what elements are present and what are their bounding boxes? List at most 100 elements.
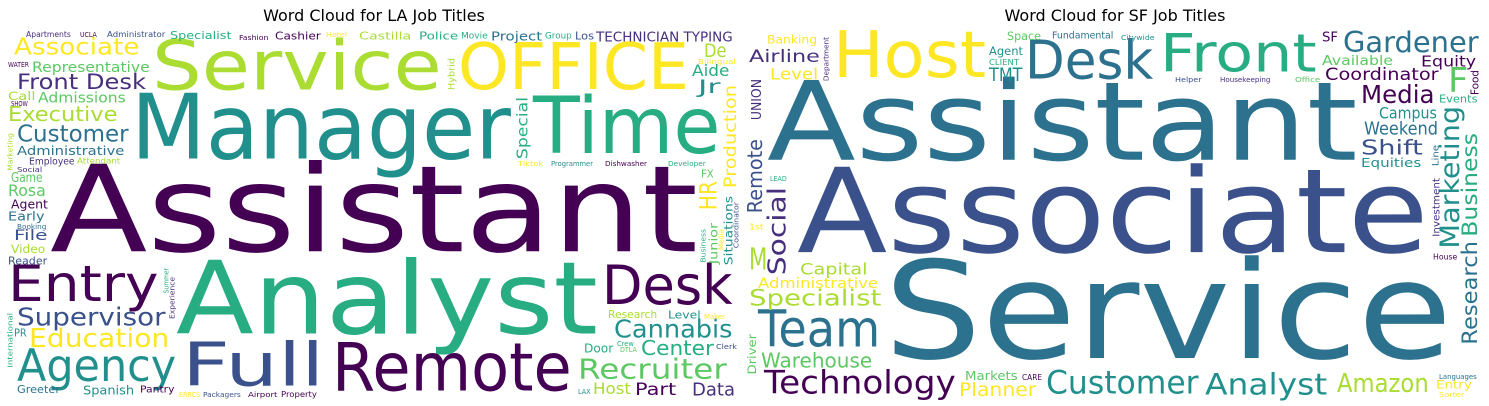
cloud-word: Research — [1458, 241, 1483, 345]
cloud-word: Administrative — [758, 276, 878, 292]
cloud-word: Investment — [1431, 178, 1442, 237]
cloud-word: Customer — [17, 120, 129, 147]
cloud-word: Clerk — [716, 343, 738, 351]
cloud-word: Team — [757, 301, 880, 360]
cloud-word: International — [7, 313, 15, 368]
cloud-word: Markets — [965, 368, 1018, 383]
cloud-word: Movie — [461, 31, 488, 41]
cloud-word: Customer — [1046, 364, 1200, 401]
cloud-word: Special — [515, 97, 532, 159]
cloud-word: Helper — [1175, 75, 1203, 84]
cloud-word: Game — [11, 171, 43, 186]
cloud-word: Remote — [332, 329, 572, 406]
cloud-word: Available — [1322, 54, 1393, 69]
cloud-word: Fundamental — [1052, 31, 1113, 42]
cloud-word: Equities — [1361, 155, 1421, 170]
cloud-word: Specialist — [749, 286, 882, 312]
cloud-word: Agent — [11, 198, 48, 212]
cloud-word: Representative — [32, 60, 150, 76]
cloud-word: Airport — [248, 391, 278, 399]
cloud-word: Citywide — [1121, 34, 1155, 42]
cloud-word: Junior — [706, 223, 720, 266]
cloud-word: Languages — [1439, 373, 1477, 381]
cloud-word: Food — [1470, 70, 1482, 95]
cloud-word: UCLA — [80, 31, 97, 39]
cloud-word: Campus — [1379, 103, 1437, 122]
cloud-word: Cannabis — [614, 314, 733, 343]
cloud-word: Coordinator — [1325, 65, 1440, 85]
cloud-word: Sorter — [1439, 391, 1464, 399]
cloud-word: Marketing — [1435, 106, 1466, 249]
cloud-word: SHOW — [11, 100, 28, 108]
cloud-word: Production — [721, 85, 741, 188]
cloud-word: Equity — [1421, 53, 1476, 71]
cloud-word: Events — [1439, 93, 1478, 106]
cloud-word: WATER — [8, 61, 29, 69]
chart-title-sf: Word Cloud for SF Job Titles — [1004, 6, 1226, 25]
cloud-word: HR — [694, 181, 723, 210]
cloud-word: Assistant — [50, 141, 698, 280]
cloud-word: OFFICE — [458, 30, 689, 105]
cloud-word: Supervisor — [17, 302, 166, 331]
cloud-word: Door — [584, 342, 614, 356]
cloud-word: Full — [182, 331, 324, 400]
cloud-word: Group — [545, 31, 572, 41]
cloud-word: Space — [1007, 30, 1041, 43]
cloud-word: Associate — [14, 33, 140, 60]
cloud-word: Early — [8, 210, 45, 224]
cloud-word: Entry — [8, 254, 159, 313]
cloud-word: DTLA — [620, 346, 637, 354]
cloud-word: Driver — [746, 334, 759, 375]
cloud-word: SF — [1322, 30, 1338, 45]
cloud-word: Cashier — [275, 30, 321, 43]
cloud-word: Analyst — [1205, 367, 1327, 401]
cloud-word: Call — [8, 89, 35, 103]
cloud-word: Host — [833, 19, 986, 93]
cloud-word: Shift — [1361, 136, 1423, 160]
cloud-word: F — [1448, 61, 1468, 100]
cloud-word: Dishwasher — [605, 160, 647, 168]
cloud-word: Situations — [721, 196, 735, 265]
cloud-word: Los — [575, 30, 594, 42]
cloud-word: Agent — [989, 45, 1024, 58]
cloud-word: Planner — [959, 380, 1037, 401]
cloud-word: Summer — [163, 268, 171, 293]
cloud-word: Desk — [1025, 29, 1153, 92]
cloud-word: Police — [419, 30, 459, 43]
cloud-word: PR — [14, 327, 27, 339]
cloud-word: Video — [11, 242, 45, 256]
cloud-word: Social — [763, 187, 792, 275]
cloud-word: Social — [17, 166, 42, 174]
cloud-word: Technology — [763, 363, 956, 401]
cloud-word: File — [14, 228, 48, 244]
cloud-word: Airline — [749, 46, 820, 66]
cloud-word: Programmer — [551, 160, 593, 168]
cloud-word: Admissions — [38, 89, 126, 106]
cloud-word: Education — [29, 324, 169, 354]
cloud-word: Service — [884, 232, 1452, 390]
cloud-word: Bilingual — [698, 58, 736, 66]
cloud-word: Amazon — [1337, 369, 1429, 399]
cloud-word: Front — [1160, 25, 1317, 85]
cloud-word: Media — [1361, 80, 1435, 109]
cloud-word: Business — [700, 229, 708, 263]
cloud-word: Hybrid — [448, 58, 458, 90]
cloud-word: Developer — [668, 160, 706, 168]
cloud-word: Front Desk — [17, 70, 147, 95]
cloud-word: Warehouse — [761, 349, 872, 373]
cloud-word: Desk — [602, 254, 733, 317]
cloud-word: Apartments — [26, 30, 71, 39]
cloud-word: Host — [593, 379, 631, 398]
cloud-word: CARE — [1022, 372, 1042, 382]
cloud-word: Project — [491, 30, 542, 44]
cloud-word: Department — [822, 37, 831, 81]
cloud-word: Agency — [17, 341, 176, 392]
cloud-word: Research — [608, 310, 657, 321]
cloud-word: LAX — [578, 388, 591, 396]
cloud-word: Employee — [29, 157, 75, 168]
cloud-word: Coordinator — [733, 202, 741, 248]
cloud-word: Housekeeping — [1220, 76, 1270, 84]
cloud-word: De — [704, 41, 727, 62]
